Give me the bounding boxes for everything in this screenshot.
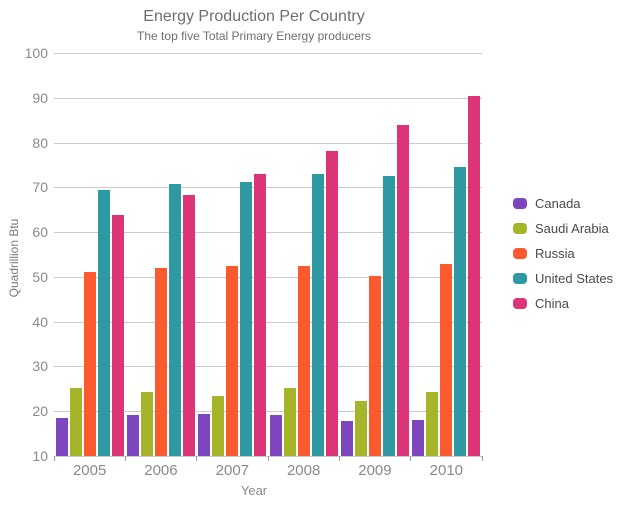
bar-united-states-2007 bbox=[240, 182, 253, 456]
gridline-100 bbox=[54, 53, 482, 54]
y-tick-label-100: 100 bbox=[24, 45, 48, 61]
bar-saudi-arabia-2010 bbox=[426, 391, 439, 456]
x-tick-label-2010: 2010 bbox=[429, 462, 464, 479]
bar-united-states-2005 bbox=[97, 190, 110, 456]
bar-canada-2008 bbox=[269, 414, 282, 456]
x-tick bbox=[53, 456, 55, 461]
chart-title: Energy Production Per Country bbox=[143, 8, 365, 25]
x-tick-label-2009: 2009 bbox=[358, 462, 392, 479]
legend-label-china: China bbox=[535, 296, 569, 311]
legend-swatch-china bbox=[513, 298, 527, 309]
bar-canada-2010 bbox=[412, 419, 425, 456]
gridline-30 bbox=[54, 366, 482, 368]
bar-russia-2008 bbox=[297, 265, 310, 456]
legend-swatch-canada bbox=[513, 198, 527, 209]
bar-china-2005 bbox=[111, 214, 124, 456]
y-tick-label-10: 10 bbox=[32, 448, 48, 464]
bar-russia-2005 bbox=[83, 272, 96, 456]
x-tick-label-2006: 2006 bbox=[144, 462, 178, 479]
legend-item-russia[interactable]: Russia bbox=[513, 241, 613, 266]
x-tick bbox=[124, 456, 126, 461]
legend-item-china[interactable]: China bbox=[513, 291, 613, 316]
plot-area: 10 20 30 40 50 60 70 80 90 100 2005 2006 2007 2008 200… bbox=[25, 45, 483, 479]
gridline-70 bbox=[54, 187, 482, 189]
bar-canada-2006 bbox=[127, 415, 139, 456]
x-tick bbox=[410, 456, 412, 461]
y-tick-label-40: 40 bbox=[32, 313, 48, 330]
y-tick-label-90: 90 bbox=[32, 89, 48, 106]
gridline-20 bbox=[54, 411, 482, 413]
bar-russia-2009 bbox=[369, 275, 381, 456]
bar-china-2008 bbox=[325, 150, 338, 456]
x-tick-label-2008: 2008 bbox=[286, 462, 321, 479]
y-tick-label-80: 80 bbox=[32, 134, 48, 151]
bar-canada-2007 bbox=[198, 413, 211, 456]
bar-united-states-2010 bbox=[454, 166, 467, 456]
gridline-50 bbox=[54, 276, 482, 278]
legend: Canada Saudi Arabia Russia United States Chi… bbox=[513, 191, 613, 316]
bar-russia-2010 bbox=[440, 263, 453, 456]
gridline-60 bbox=[54, 232, 482, 234]
y-tick-label-20: 20 bbox=[32, 403, 48, 420]
bar-china-2007 bbox=[254, 173, 267, 456]
x-tick bbox=[338, 456, 340, 461]
chart-subtitle: The top five Total Primary Energy produc… bbox=[137, 29, 371, 43]
legend-label-russia: Russia bbox=[535, 246, 575, 261]
y-tick-label-50: 50 bbox=[32, 268, 48, 285]
x-tick bbox=[267, 456, 269, 461]
legend-swatch-saudi-arabia bbox=[513, 223, 527, 234]
bar-canada-2005 bbox=[55, 417, 68, 456]
x-tick-label-2007: 2007 bbox=[215, 462, 250, 479]
y-tick-label-70: 70 bbox=[32, 179, 48, 196]
bar-saudi-arabia-2005 bbox=[69, 388, 82, 456]
legend-item-canada[interactable]: Canada bbox=[513, 191, 613, 216]
legend-swatch-russia bbox=[513, 248, 527, 259]
legend-label-canada: Canada bbox=[535, 196, 581, 211]
legend-swatch-united-states bbox=[513, 273, 527, 284]
bar-united-states-2009 bbox=[383, 176, 395, 456]
bar-saudi-arabia-2008 bbox=[283, 387, 296, 456]
gridline-40 bbox=[54, 321, 482, 323]
x-tick bbox=[481, 456, 483, 461]
legend-item-united-states[interactable]: United States bbox=[513, 266, 613, 291]
bar-saudi-arabia-2007 bbox=[212, 395, 225, 456]
y-tick-label-30: 30 bbox=[32, 358, 48, 375]
bar-united-states-2008 bbox=[311, 173, 324, 456]
x-tick bbox=[196, 456, 198, 461]
bar-russia-2007 bbox=[226, 266, 239, 456]
bar-russia-2006 bbox=[155, 268, 167, 456]
legend-item-saudi-arabia[interactable]: Saudi Arabia bbox=[513, 216, 613, 241]
x-tick-label-2005: 2005 bbox=[72, 462, 107, 479]
bar-china-2009 bbox=[397, 125, 409, 456]
bar-canada-2009 bbox=[341, 420, 353, 456]
legend-label-saudi-arabia: Saudi Arabia bbox=[535, 221, 609, 236]
bar-saudi-arabia-2009 bbox=[355, 400, 367, 456]
x-axis-title: Year bbox=[240, 483, 268, 498]
bar-saudi-arabia-2006 bbox=[141, 392, 153, 456]
bar-united-states-2006 bbox=[169, 184, 181, 456]
bar-china-2010 bbox=[468, 96, 481, 456]
legend-label-united-states: United States bbox=[535, 271, 614, 286]
gridline-80 bbox=[54, 142, 482, 144]
bar-china-2006 bbox=[183, 195, 195, 456]
y-tick-label-60: 60 bbox=[32, 224, 48, 241]
gridline-90 bbox=[54, 97, 482, 99]
